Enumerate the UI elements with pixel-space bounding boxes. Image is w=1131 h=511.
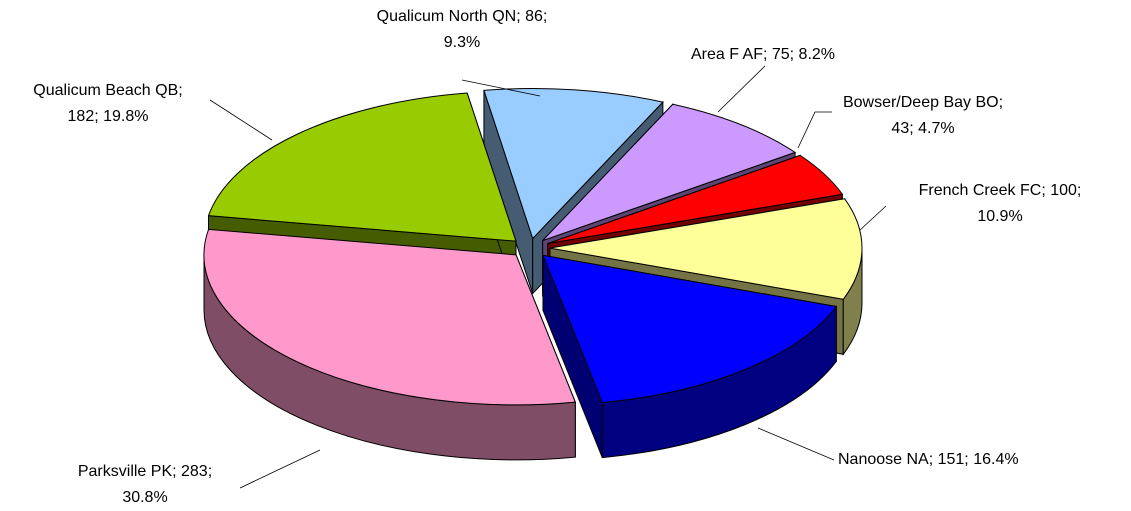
data-label: French Creek FC; 100; bbox=[919, 182, 1082, 199]
data-label: 43; 4.7% bbox=[891, 120, 954, 137]
slice bbox=[549, 198, 863, 300]
data-label: 10.9% bbox=[977, 208, 1022, 225]
leader-line bbox=[859, 205, 887, 231]
leader-line bbox=[757, 427, 835, 461]
data-label: Qualicum North QN; 86; bbox=[377, 8, 548, 25]
slice bbox=[483, 88, 664, 240]
slice bbox=[207, 92, 517, 242]
slice bbox=[203, 228, 577, 406]
data-label: Parksville PK; 283; bbox=[78, 463, 212, 480]
data-label: 182; 19.8% bbox=[68, 108, 149, 125]
leader-line bbox=[461, 79, 541, 97]
data-label: Nanoose NA; 151; 16.4% bbox=[838, 451, 1019, 468]
slice bbox=[547, 154, 844, 245]
leader-line bbox=[717, 65, 766, 113]
leader-line bbox=[209, 99, 273, 141]
data-label: Area F AF; 75; 8.2% bbox=[691, 46, 835, 63]
leader-line bbox=[797, 111, 832, 149]
slice bbox=[542, 103, 797, 242]
slice bbox=[542, 254, 838, 404]
data-label: 9.3% bbox=[444, 34, 480, 51]
data-label: Bowser/Deep Bay BO; bbox=[843, 94, 1003, 111]
leader-line bbox=[239, 449, 321, 489]
data-label: 30.8% bbox=[122, 489, 167, 506]
data-label: Qualicum Beach QB; bbox=[33, 82, 182, 99]
